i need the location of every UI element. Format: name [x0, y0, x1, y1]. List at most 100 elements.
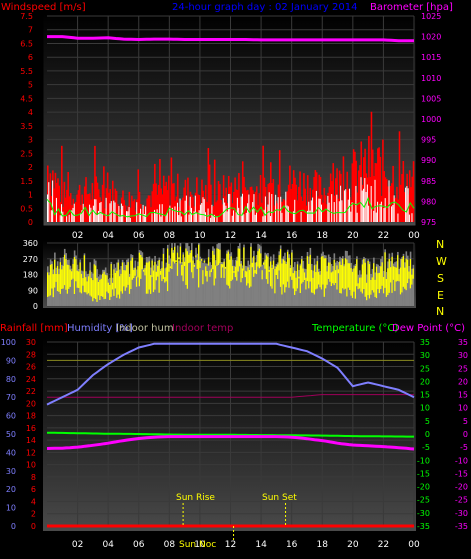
- direction-bar: [409, 259, 412, 289]
- humidity-tick-label: 60: [6, 412, 16, 421]
- wind-bar: [129, 207, 132, 222]
- direction-bar: [193, 265, 196, 267]
- gust-bar: [388, 180, 390, 222]
- gust-bar: [392, 204, 394, 222]
- x-tick-label: 10: [194, 540, 206, 550]
- dew-point-tick-label: 30: [458, 351, 468, 360]
- direction-tick-label: 90: [28, 286, 38, 295]
- temperature-tick-label: -30: [417, 509, 430, 518]
- direction-range-bar: [334, 262, 337, 306]
- direction-bar: [196, 259, 198, 269]
- direction-bar: [86, 281, 88, 295]
- gust-bar: [370, 185, 372, 222]
- direction-bar: [350, 268, 352, 296]
- dew-point-tick-label: 10: [458, 404, 468, 413]
- direction-bar: [332, 271, 334, 284]
- gust-bar: [185, 195, 187, 222]
- direction-range-bar: [216, 244, 218, 306]
- wind-bar: [249, 187, 252, 222]
- gust-bar: [254, 214, 256, 222]
- barometer-tick-label: 1015: [421, 53, 441, 62]
- dew-point-tick-label: 25: [458, 364, 468, 373]
- compass-label: S: [437, 272, 444, 285]
- gust-bar: [225, 205, 227, 222]
- direction-range-bar: [254, 262, 257, 306]
- direction-range-bar: [392, 263, 395, 306]
- direction-bar: [357, 283, 359, 290]
- wind-bar: [138, 191, 141, 222]
- wind-bar: [187, 177, 189, 222]
- legend-indoor-temp: Indoor temp: [172, 323, 233, 334]
- gust-bar: [161, 204, 163, 222]
- wind-bar: [378, 147, 380, 222]
- wind-bar: [53, 188, 55, 222]
- legend-humidity: Humidity [%]: [67, 323, 133, 334]
- wind-bar: [317, 196, 319, 222]
- wind-bar: [180, 200, 183, 222]
- wind-bar: [123, 200, 126, 222]
- windspeed-tick-label: 3: [28, 136, 33, 145]
- wind-bar: [377, 148, 379, 222]
- direction-range-bar: [223, 258, 226, 306]
- wind-bar: [382, 139, 384, 222]
- direction-range-bar: [135, 269, 138, 306]
- x-tick-label: 14: [255, 231, 267, 241]
- barometer-tick-label: 980: [421, 197, 436, 206]
- x-tick-label: 02: [72, 540, 83, 550]
- wind-bar: [270, 162, 272, 222]
- direction-range-bar: [264, 252, 266, 306]
- wind-bar: [371, 149, 374, 222]
- wind-bar: [81, 194, 83, 222]
- wind-bar: [411, 176, 414, 222]
- direction-range-bar: [142, 268, 145, 306]
- gust-bar: [216, 216, 218, 222]
- gust-bar: [292, 211, 294, 222]
- direction-bar: [327, 262, 330, 279]
- direction-bar: [390, 267, 392, 283]
- wind-bar: [238, 173, 240, 222]
- barometer-line: [47, 35, 414, 43]
- direction-bar: [223, 261, 225, 279]
- direction-range-bar: [111, 277, 114, 306]
- dew-point-tick-label: 5: [463, 417, 468, 426]
- wind-bar: [175, 196, 178, 222]
- wind-bar: [402, 161, 405, 222]
- gust-bar: [81, 210, 83, 222]
- direction-range-bar: [337, 262, 340, 306]
- wind-bar: [76, 194, 78, 222]
- direction-range-bar: [174, 243, 176, 306]
- direction-bar: [93, 264, 95, 299]
- direction-range-bar: [289, 265, 292, 306]
- rainfall-tick-label: 24: [26, 375, 36, 384]
- gust-bar: [356, 212, 358, 222]
- temperature-tick-label: 20: [420, 377, 430, 386]
- wind-bar: [162, 175, 165, 222]
- gust-bar: [142, 204, 144, 222]
- wind-bar: [188, 205, 191, 222]
- wind-bar: [254, 191, 257, 222]
- wind-bar: [287, 184, 290, 222]
- wind-average-line: [46, 196, 415, 218]
- temperature-tick-label: -10: [417, 456, 430, 465]
- axis-ticks: 0 0.5 1 1.5 2 2.5 3 3.5 4 4.5 5 5.5 6 6.5 7 7.5 975 980 98…: [1, 12, 468, 550]
- direction-bar: [116, 270, 118, 298]
- wind-bar: [284, 200, 286, 222]
- wind-bar: [111, 180, 114, 222]
- direction-range-bar: [137, 261, 139, 306]
- wind-bar: [176, 173, 179, 222]
- direction-bar: [295, 277, 297, 292]
- direction-bar: [294, 270, 296, 295]
- wind-bar: [351, 163, 354, 222]
- wind-bar: [267, 184, 270, 222]
- gust-bar: [207, 208, 209, 222]
- gust-bar: [174, 206, 176, 222]
- direction-bar: [364, 262, 366, 297]
- wind-bar: [86, 194, 89, 222]
- wind-bar: [322, 202, 324, 222]
- wind-bar: [241, 161, 244, 222]
- direction-bar: [178, 257, 180, 260]
- direction-range-bar: [159, 268, 162, 306]
- wind-bar: [230, 182, 233, 222]
- direction-range-bar: [206, 263, 209, 306]
- compass-label: N: [436, 305, 444, 318]
